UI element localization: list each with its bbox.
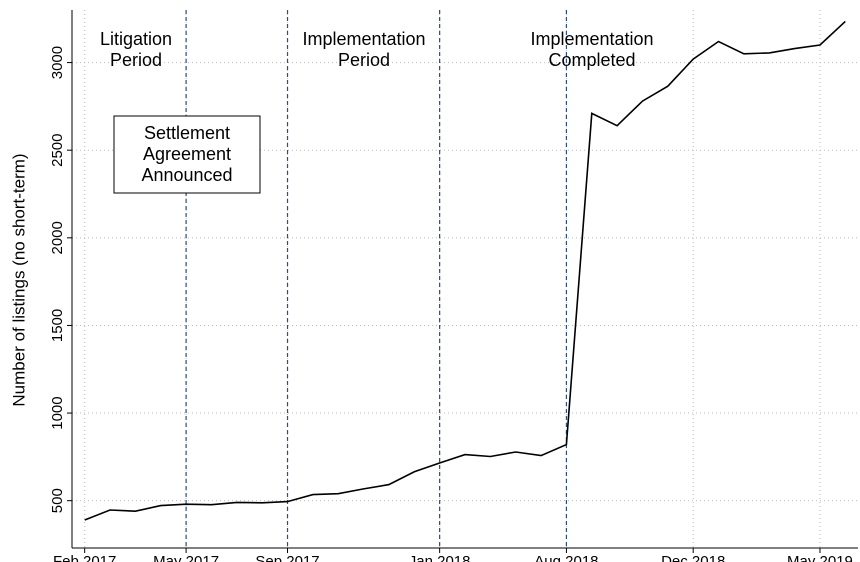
- y-tick-label: 1500: [49, 309, 66, 342]
- x-tick-label: Jan 2018: [409, 553, 471, 562]
- y-axis-label: Number of listings (no short-term): [9, 153, 28, 406]
- annotation: Implementation: [530, 29, 653, 49]
- annotation: Period: [110, 50, 162, 70]
- x-tick-label: Dec 2018: [661, 553, 725, 562]
- annotation: Implementation: [302, 29, 425, 49]
- x-tick-label: Feb 2017: [53, 553, 116, 562]
- annotation: Announced: [141, 165, 232, 185]
- x-tick-label: Aug 2018: [534, 553, 598, 562]
- x-tick-label: May 2017: [153, 553, 219, 562]
- y-tick-label: 1000: [49, 396, 66, 429]
- data-line: [84, 20, 846, 521]
- annotation: Settlement: [144, 123, 230, 143]
- y-tick-label: 2000: [49, 221, 66, 254]
- x-tick-label: Sep 2017: [255, 553, 319, 562]
- annotation: Agreement: [143, 144, 231, 164]
- annotation-box: [113, 115, 261, 194]
- y-tick-label: 2500: [49, 134, 66, 167]
- annotation: Litigation: [100, 29, 172, 49]
- y-tick-label: 3000: [49, 46, 66, 79]
- annotation: Completed: [548, 50, 635, 70]
- y-tick-label: 500: [49, 488, 66, 513]
- x-tick-label: May 2019: [787, 553, 853, 562]
- annotation: Period: [338, 50, 390, 70]
